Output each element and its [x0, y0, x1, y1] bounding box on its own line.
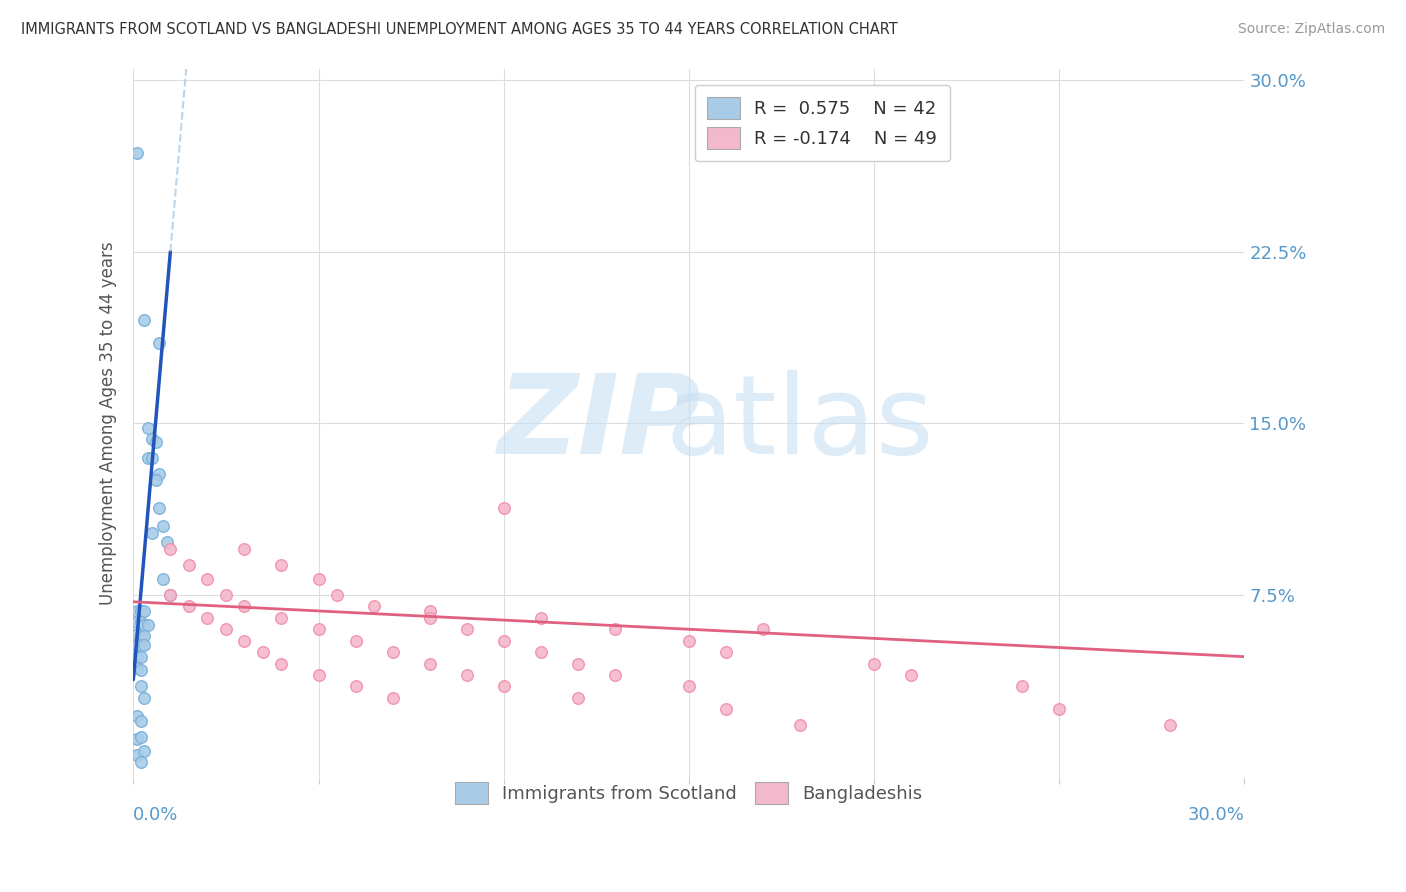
Point [134, 690, 156, 705]
Point [129, 730, 152, 744]
Point [456, 668, 478, 682]
Point [197, 611, 219, 625]
Point [125, 661, 148, 675]
Point [129, 604, 152, 618]
Point [900, 668, 922, 682]
Point [863, 657, 886, 671]
Point [134, 604, 156, 618]
Text: 30.0%: 30.0% [1188, 806, 1244, 824]
Point [419, 657, 441, 671]
Point [1011, 680, 1033, 694]
Point [125, 615, 148, 630]
Point [177, 558, 200, 573]
Point [134, 617, 156, 632]
Point [141, 450, 163, 465]
Point [125, 709, 148, 723]
Point [129, 714, 152, 728]
Point [344, 680, 367, 694]
Point [125, 627, 148, 641]
Point [129, 755, 152, 769]
Text: 0.0%: 0.0% [134, 806, 179, 824]
Point [752, 622, 775, 636]
Point [145, 434, 167, 449]
Point [419, 604, 441, 618]
Point [152, 519, 174, 533]
Point [134, 629, 156, 643]
Point [134, 743, 156, 757]
Point [129, 680, 152, 694]
Legend: Immigrants from Scotland, Bangladeshis: Immigrants from Scotland, Bangladeshis [449, 775, 929, 812]
Point [136, 450, 159, 465]
Point [125, 748, 148, 763]
Text: ZIP: ZIP [498, 370, 702, 476]
Point [308, 572, 330, 586]
Point [159, 542, 181, 557]
Point [381, 645, 404, 659]
Point [492, 680, 515, 694]
Point [456, 622, 478, 636]
Point [603, 622, 626, 636]
Point [141, 526, 163, 541]
Point [129, 629, 152, 643]
Point [678, 680, 700, 694]
Point [530, 611, 553, 625]
Point [134, 313, 156, 327]
Point [152, 572, 174, 586]
Point [177, 599, 200, 614]
Point [1159, 718, 1181, 732]
Text: atlas: atlas [665, 370, 934, 476]
Point [363, 599, 385, 614]
Point [129, 649, 152, 664]
Point [125, 649, 148, 664]
Point [233, 633, 256, 648]
Point [492, 500, 515, 515]
Point [714, 702, 737, 716]
Point [156, 535, 179, 549]
Point [197, 572, 219, 586]
Point [270, 611, 292, 625]
Point [129, 664, 152, 678]
Point [125, 732, 148, 747]
Point [215, 588, 238, 602]
Point [714, 645, 737, 659]
Point [125, 604, 148, 618]
Point [308, 668, 330, 682]
Point [129, 638, 152, 652]
Point [159, 588, 181, 602]
Point [252, 645, 274, 659]
Point [136, 617, 159, 632]
Point [678, 633, 700, 648]
Point [603, 668, 626, 682]
Point [492, 633, 515, 648]
Point [419, 611, 441, 625]
Point [270, 657, 292, 671]
Point [148, 467, 170, 481]
Point [789, 718, 811, 732]
Y-axis label: Unemployment Among Ages 35 to 44 years: Unemployment Among Ages 35 to 44 years [100, 242, 117, 605]
Point [215, 622, 238, 636]
Point [134, 638, 156, 652]
Point [1047, 702, 1070, 716]
Point [326, 588, 349, 602]
Point [344, 633, 367, 648]
Point [125, 638, 148, 652]
Point [567, 657, 589, 671]
Point [129, 615, 152, 630]
Point [530, 645, 553, 659]
Point [125, 146, 148, 161]
Point [145, 474, 167, 488]
Point [159, 588, 181, 602]
Text: Source: ZipAtlas.com: Source: ZipAtlas.com [1237, 22, 1385, 37]
Point [381, 690, 404, 705]
Point [141, 432, 163, 446]
Point [308, 622, 330, 636]
Point [233, 542, 256, 557]
Point [567, 690, 589, 705]
Point [136, 421, 159, 435]
Point [233, 599, 256, 614]
Point [148, 336, 170, 351]
Text: IMMIGRANTS FROM SCOTLAND VS BANGLADESHI UNEMPLOYMENT AMONG AGES 35 TO 44 YEARS C: IMMIGRANTS FROM SCOTLAND VS BANGLADESHI … [21, 22, 898, 37]
Point [148, 500, 170, 515]
Point [270, 558, 292, 573]
